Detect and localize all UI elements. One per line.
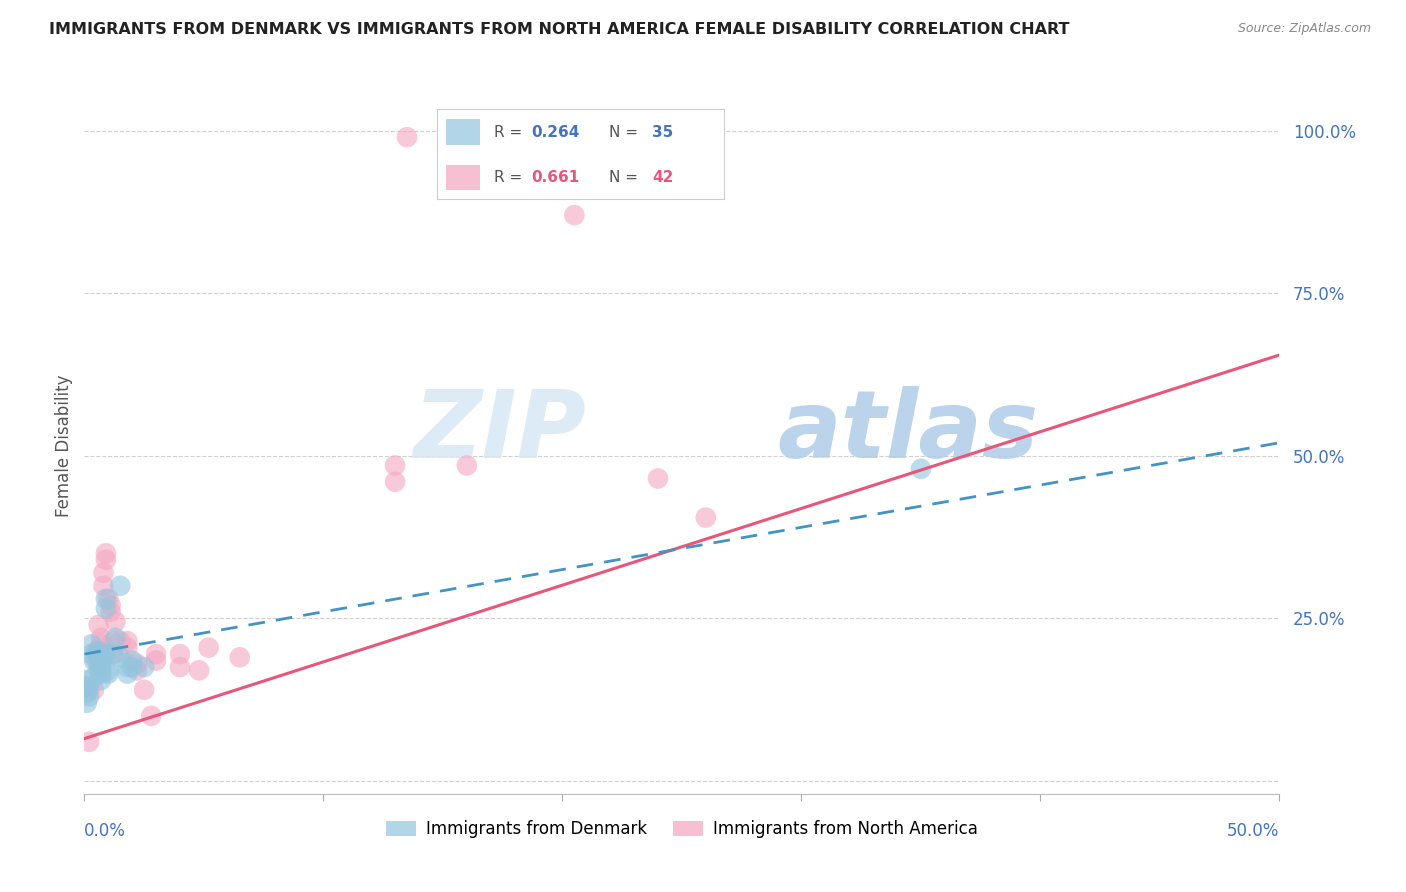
Point bbox=[125, 657, 148, 671]
Point bbox=[97, 591, 120, 606]
Point bbox=[97, 663, 120, 677]
Point bbox=[90, 660, 112, 674]
Point bbox=[77, 735, 100, 749]
Point bbox=[396, 130, 419, 145]
Point bbox=[90, 637, 112, 651]
Point bbox=[90, 654, 112, 668]
Point bbox=[910, 462, 932, 476]
Point bbox=[145, 647, 167, 661]
Point bbox=[117, 660, 139, 674]
Point bbox=[90, 666, 112, 681]
Point bbox=[75, 673, 97, 687]
Point bbox=[169, 660, 191, 674]
Point bbox=[101, 634, 124, 648]
Point bbox=[188, 663, 211, 677]
Point bbox=[83, 670, 105, 684]
Point bbox=[77, 682, 100, 697]
Text: ZIP: ZIP bbox=[413, 386, 586, 478]
Point bbox=[121, 654, 143, 668]
Point bbox=[87, 663, 110, 677]
Point bbox=[90, 631, 112, 645]
Point bbox=[87, 644, 110, 658]
Point bbox=[197, 640, 219, 655]
Text: 0.0%: 0.0% bbox=[84, 822, 127, 839]
Point bbox=[80, 637, 103, 651]
Point bbox=[75, 680, 97, 694]
Point bbox=[86, 654, 108, 668]
Point bbox=[83, 654, 105, 668]
Legend: Immigrants from Denmark, Immigrants from North America: Immigrants from Denmark, Immigrants from… bbox=[380, 814, 984, 845]
Point bbox=[83, 682, 105, 697]
Point bbox=[104, 631, 127, 645]
Point bbox=[87, 647, 110, 661]
Point bbox=[97, 666, 120, 681]
Point bbox=[125, 663, 148, 677]
Point bbox=[110, 650, 132, 665]
Point bbox=[117, 666, 139, 681]
Point bbox=[110, 579, 132, 593]
Point bbox=[93, 650, 115, 665]
Point bbox=[76, 686, 98, 700]
Point bbox=[101, 647, 124, 661]
Point bbox=[100, 599, 122, 613]
Point bbox=[145, 654, 167, 668]
Point bbox=[141, 709, 163, 723]
Point bbox=[87, 617, 110, 632]
Text: IMMIGRANTS FROM DENMARK VS IMMIGRANTS FROM NORTH AMERICA FEMALE DISABILITY CORRE: IMMIGRANTS FROM DENMARK VS IMMIGRANTS FR… bbox=[49, 22, 1070, 37]
Point bbox=[100, 605, 122, 619]
Point bbox=[87, 650, 110, 665]
Point bbox=[104, 615, 127, 629]
Point bbox=[564, 208, 586, 222]
Point bbox=[94, 553, 117, 567]
Point bbox=[86, 644, 108, 658]
Point bbox=[169, 647, 191, 661]
Text: 50.0%: 50.0% bbox=[1227, 822, 1279, 839]
Point bbox=[76, 696, 98, 710]
Point bbox=[384, 458, 406, 473]
Point bbox=[86, 647, 108, 661]
Point bbox=[117, 634, 139, 648]
Point bbox=[229, 650, 252, 665]
Point bbox=[90, 657, 112, 671]
Point bbox=[647, 471, 669, 485]
Point bbox=[94, 601, 117, 615]
Point bbox=[456, 458, 478, 473]
Point bbox=[93, 566, 115, 580]
Point bbox=[132, 682, 156, 697]
Point bbox=[77, 690, 100, 704]
Text: atlas: atlas bbox=[778, 386, 1039, 478]
Point bbox=[93, 579, 115, 593]
Point bbox=[101, 647, 124, 661]
Point bbox=[384, 475, 406, 489]
Point bbox=[121, 660, 143, 674]
Point bbox=[80, 647, 103, 661]
Point bbox=[117, 640, 139, 655]
Point bbox=[695, 510, 717, 524]
Point bbox=[132, 660, 156, 674]
Point bbox=[77, 680, 100, 694]
Point bbox=[94, 591, 117, 606]
Text: Source: ZipAtlas.com: Source: ZipAtlas.com bbox=[1237, 22, 1371, 36]
Point bbox=[90, 673, 112, 687]
Point bbox=[94, 647, 117, 661]
Point bbox=[110, 634, 132, 648]
Point bbox=[87, 657, 110, 671]
Point bbox=[94, 546, 117, 560]
Y-axis label: Female Disability: Female Disability bbox=[55, 375, 73, 517]
Point bbox=[90, 663, 112, 677]
